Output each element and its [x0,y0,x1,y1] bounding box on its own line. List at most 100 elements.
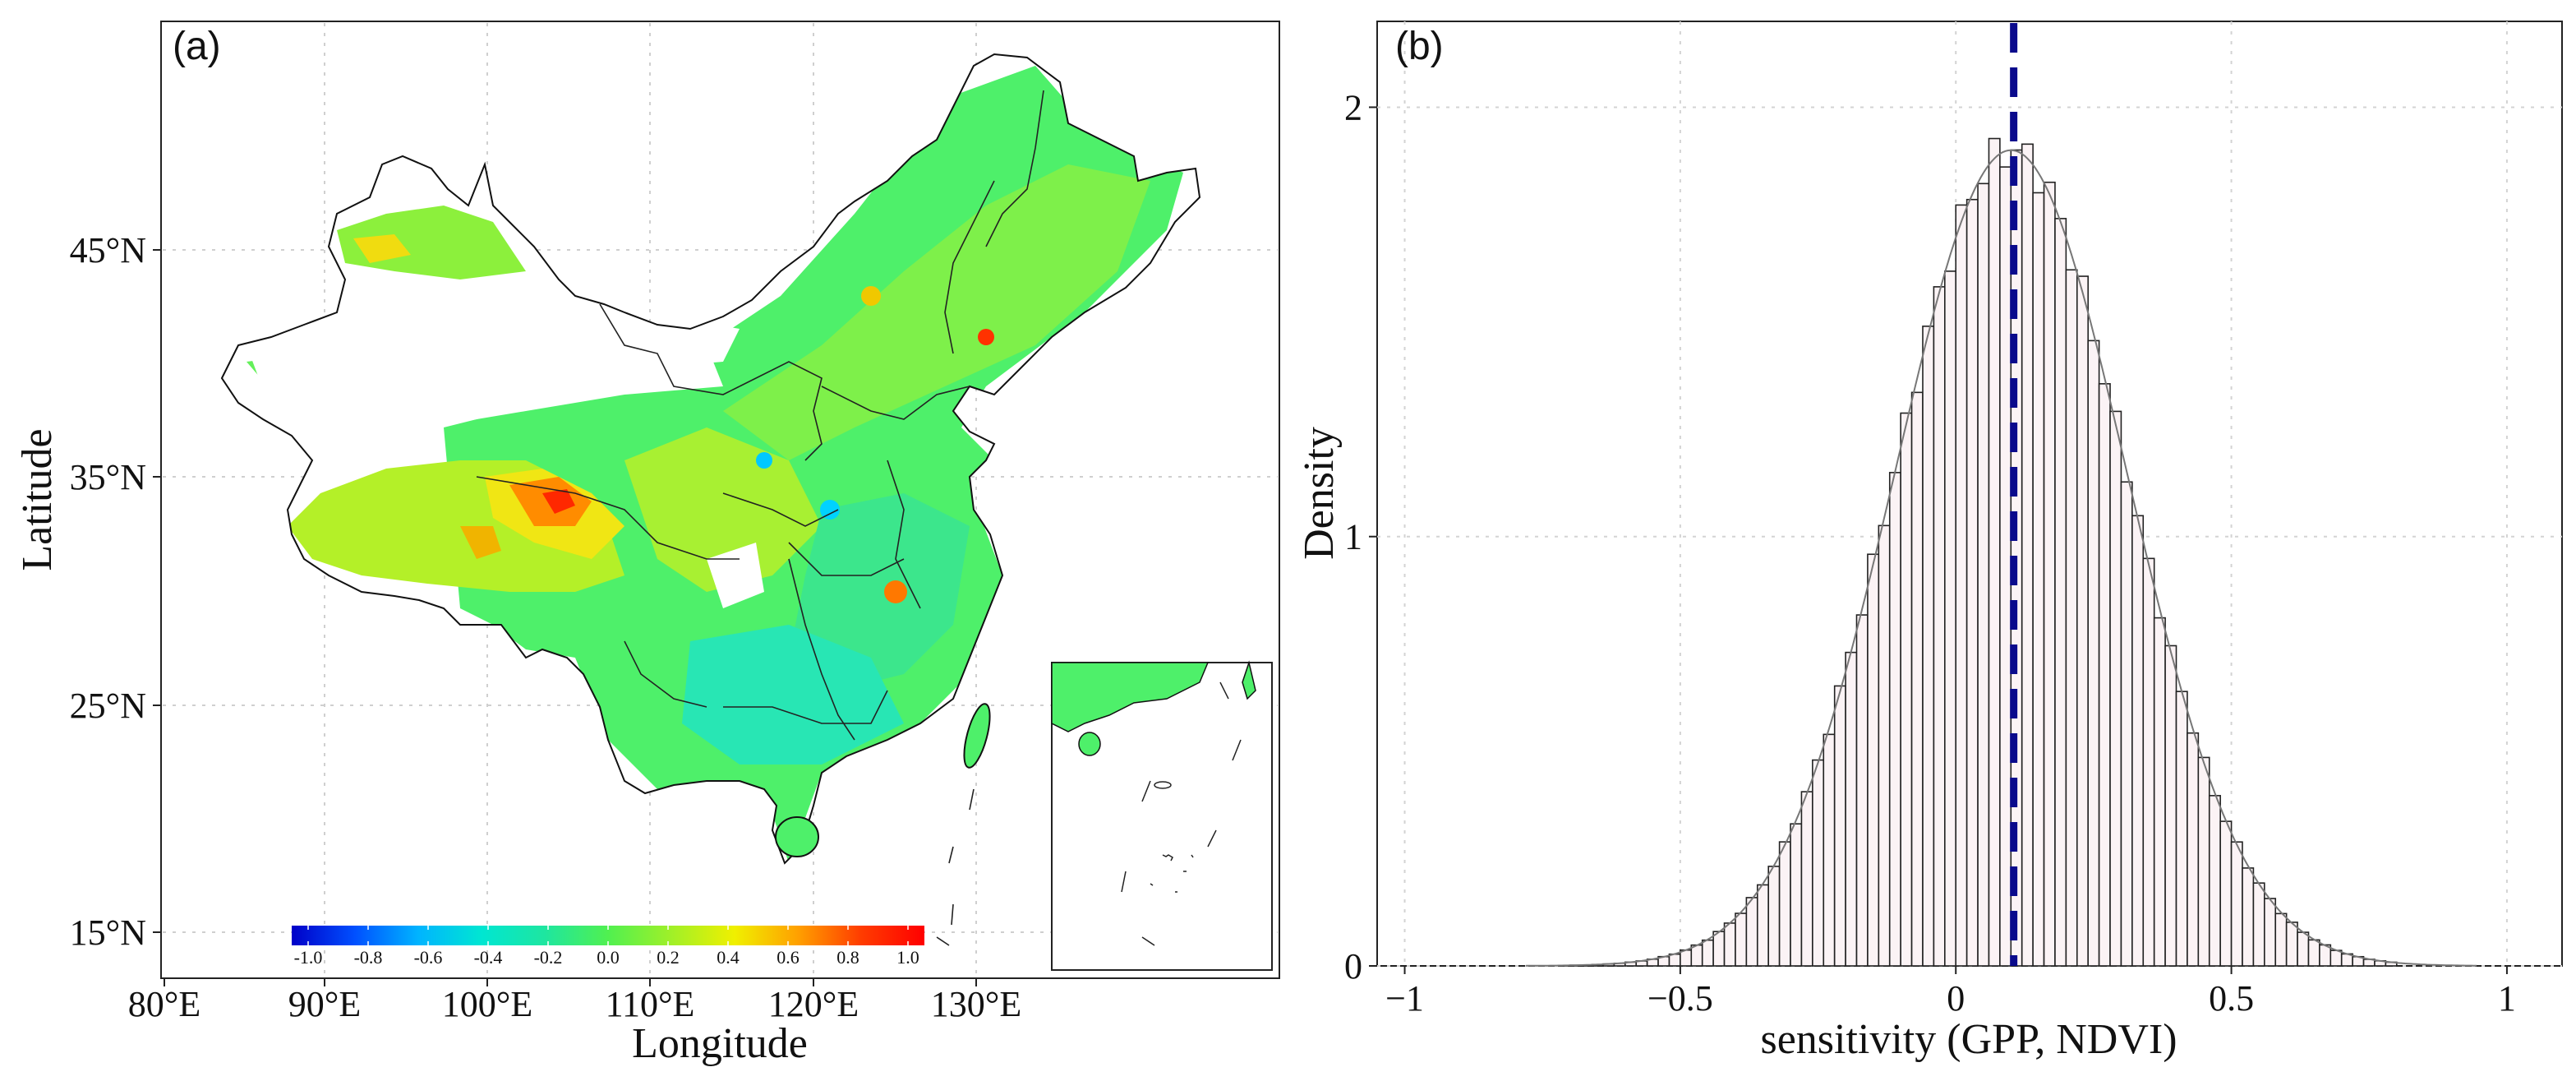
histogram-bar [2164,644,2177,967]
histogram-bar [2120,481,2133,967]
histogram-bar [1833,685,1846,967]
map-x-tick-label: 130°E [931,984,1021,1024]
map-x-tick-label: 120°E [768,984,859,1024]
south-china-sea-inset [1051,660,1273,971]
histogram-bar [1723,922,1736,967]
histogram-bar [2109,410,2122,967]
colorbar-tick-label: 1.0 [896,947,919,968]
histogram-bar [1767,866,1781,967]
histogram-bar [2087,340,2100,967]
histogram-bar [1823,733,1836,967]
histogram-bar [1745,897,1758,967]
colorbar-tick-label: -0.8 [354,947,383,968]
histogram-bar [1955,204,1968,967]
map-x-tick-label: 90°E [288,984,361,1024]
histogram-bar [2252,882,2265,967]
histogram-panel: −1 −0.5 0 0.5 1 0 1 2 (b) sensitivity (GPP, NDV… [1296,21,2563,1063]
histogram-bar [2307,939,2320,967]
colorbar-tick-label: 0.0 [597,947,620,968]
histogram-bar [2285,922,2298,967]
colorbar-tick-label: -0.6 [414,947,443,968]
histogram-bar [1988,137,2001,967]
histogram-bar [1712,931,1726,967]
province-boundaries [476,90,1044,741]
map-x-axis-title: Longitude [632,1020,808,1067]
histogram-bar [2054,218,2067,967]
histogram-bar [1668,953,1681,967]
histogram-bar [1680,949,1693,967]
map-x-tick-label: 80°E [128,984,200,1024]
histogram-bar [2032,192,2045,967]
histogram-bar [2197,756,2210,967]
colorbar-tick-label: -0.4 [474,947,503,968]
colorbar-tick-label: 0.8 [836,947,859,968]
histogram-bar [2274,912,2288,967]
histogram-x-tick-label: −1 [1385,978,1424,1019]
histogram-bar [2043,181,2056,967]
histogram-bar [1900,412,1913,967]
map-y-tick-label: 15°N [70,912,146,953]
histogram-bar [2230,841,2243,967]
histogram-bar [2219,820,2233,967]
density-curve [1526,149,2477,967]
histogram-bar [1690,944,1703,967]
map-axis-ticks: 80°E 90°E 100°E 110°E 120°E 130°E 15°N 25°N 35°N… [70,230,1022,1024]
colorbar-tick-label: 0.6 [776,947,800,968]
histogram-y-tick-label: 2 [1344,87,1362,127]
histogram-bar [1812,759,1825,967]
histogram-bar [2098,383,2111,967]
histogram-x-tick-label: −0.5 [1647,978,1713,1019]
histogram-y-tick-label: 1 [1344,517,1362,557]
histogram-bar [1910,391,1924,967]
map-x-tick-label: 110°E [606,984,695,1024]
colorbar-tick-label: 0.2 [657,947,680,968]
histogram-bar [2076,275,2090,967]
histogram-y-tick-label: 0 [1344,946,1362,986]
histogram-bar [1800,791,1813,967]
histogram-axis-ticks: −1 −0.5 0 0.5 1 0 1 2 [1344,87,2516,1019]
histogram-bar [2187,732,2200,967]
china-border [220,53,1201,865]
histogram-bar [1977,182,1990,967]
histogram-bar [1855,614,1869,967]
histogram-bar [2021,143,2034,967]
histogram-bar [1790,823,1803,967]
map-y-tick-label: 45°N [70,230,146,270]
histogram-bar [2264,898,2277,967]
colorbar: -1.0 -0.8 -0.6 -0.4 -0.2 0.0 0.2 0.4 0.6 0.8 1.0 [292,926,924,968]
colorbar-tick-label: -0.2 [534,947,563,968]
histogram-x-tick-label: 1 [2498,978,2516,1019]
histogram-bar [1888,472,1901,967]
map-x-tick-label: 100°E [442,984,532,1024]
histogram-bar [2153,617,2166,967]
nine-dash-line [936,788,975,946]
histogram-bar [1756,884,1769,967]
histogram-bar [2175,691,2188,967]
map-y-tick-label: 35°N [70,457,146,497]
histogram-bar [2329,949,2343,967]
histogram-x-tick-label: 0 [1947,978,1965,1019]
vegetation-sensitivity-layer [247,66,1183,863]
histogram-bar [1867,553,1880,967]
panel-b-label: (b) [1395,25,1444,68]
histogram-bar [1845,651,1858,967]
hainan-island [775,816,819,857]
colorbar-tick-label: -1.0 [294,947,323,968]
histogram-bar [1922,326,1935,967]
histogram-x-axis-title: sensitivity (GPP, NDVI) [1760,1016,2177,1063]
histogram-bar [1933,286,1946,967]
histogram-bar [1965,198,1979,967]
histogram-bar [2131,515,2145,967]
histogram-bar [1999,166,2012,967]
histogram-bar [1735,912,1748,967]
colorbar-tick-label: 0.4 [717,947,740,968]
histogram-bar [2297,931,2310,967]
histogram-bar [2142,557,2155,967]
map-panel: -1.0 -0.8 -0.6 -0.4 -0.2 0.0 0.2 0.4 0.6 0.8 1.0 8… [14,21,1280,1067]
taiwan-island [963,703,991,769]
histogram-bar [1778,841,1791,967]
histogram-bar [1701,939,1714,967]
panel-a-label: (a) [173,25,221,68]
map-y-axis-title: Latitude [14,428,61,571]
